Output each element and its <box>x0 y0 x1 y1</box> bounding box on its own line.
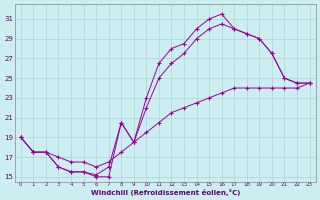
X-axis label: Windchill (Refroidissement éolien,°C): Windchill (Refroidissement éolien,°C) <box>91 189 240 196</box>
